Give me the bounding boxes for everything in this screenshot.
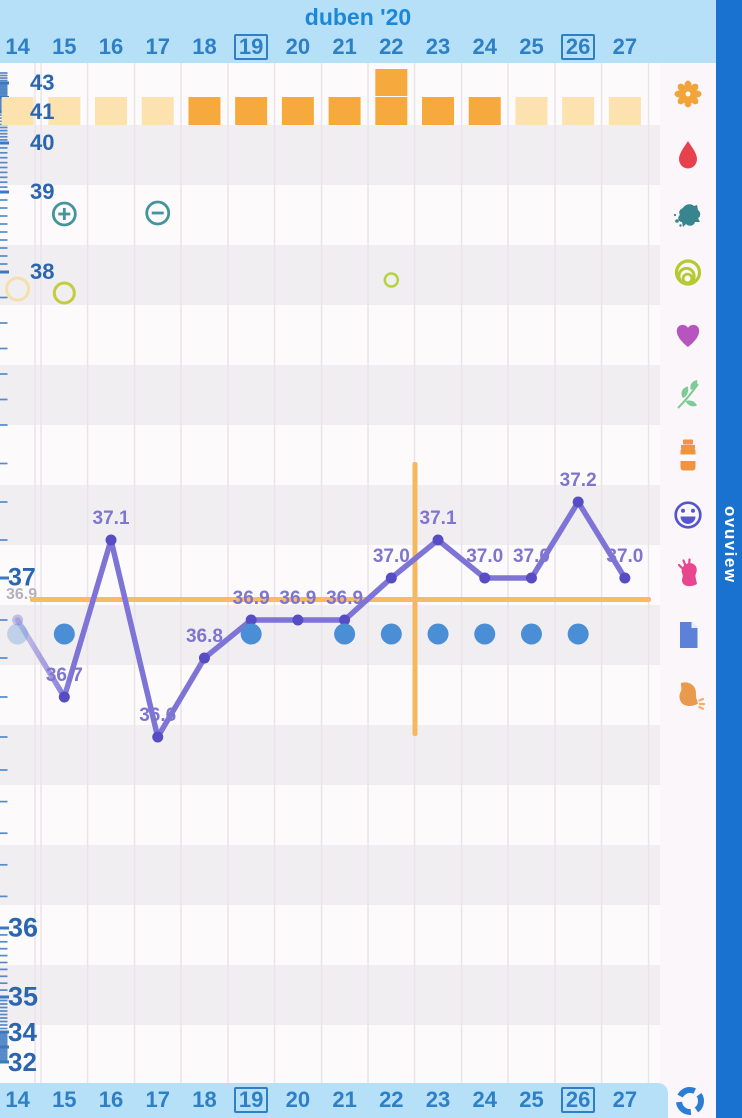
date-row-top: 14 15 16 17 18 19 20 21 22 23 24 25 26 27 bbox=[0, 32, 680, 63]
date-day-27-bottom[interactable]: 27 bbox=[612, 1087, 638, 1112]
note-icon[interactable] bbox=[670, 617, 706, 653]
date-day-14[interactable]: 14 bbox=[5, 34, 30, 59]
axis-label-36: 36 bbox=[8, 912, 39, 943]
date-day-20-bottom[interactable]: 20 bbox=[285, 1087, 311, 1112]
date-day-24[interactable]: 24 bbox=[472, 34, 497, 59]
date-day-21[interactable]: 21 bbox=[332, 34, 357, 59]
date-row-bottom: 14 15 16 17 18 19 20 21 22 23 24 25 26 27 bbox=[0, 1085, 680, 1116]
axis-label-32: 32 bbox=[8, 1047, 37, 1077]
axis-label-39: 39 bbox=[30, 179, 55, 204]
month-title[interactable]: duben '20 bbox=[304, 4, 412, 30]
date-day-15[interactable]: 15 bbox=[52, 34, 77, 59]
date-day-25[interactable]: 25 bbox=[519, 34, 544, 59]
blood-drop-icon[interactable] bbox=[670, 137, 706, 173]
date-bar-bottom: 14 15 16 17 18 19 20 21 22 23 24 25 26 27 bbox=[0, 1083, 668, 1118]
date-day-19-bottom[interactable]: 19 bbox=[228, 1085, 275, 1114]
date-day-23[interactable]: 23 bbox=[425, 34, 451, 59]
axis-label-40: 40 bbox=[30, 130, 55, 155]
axis-label-43: 43 bbox=[30, 70, 55, 95]
date-day-14-bottom[interactable]: 14 bbox=[5, 1087, 30, 1112]
date-day-17-bottom[interactable]: 17 bbox=[145, 1087, 170, 1112]
highlighted-day-26: 26 bbox=[560, 34, 596, 60]
date-day-18-bottom[interactable]: 18 bbox=[192, 1087, 217, 1112]
date-day-25-bottom[interactable]: 25 bbox=[519, 1087, 544, 1112]
symbol-legend-rail bbox=[660, 63, 716, 1118]
flower-icon[interactable] bbox=[670, 77, 706, 113]
date-day-27[interactable]: 27 bbox=[612, 34, 638, 59]
highlighted-day-19: 19 bbox=[233, 34, 269, 60]
date-day-16[interactable]: 16 bbox=[98, 34, 124, 59]
date-day-15-bottom[interactable]: 15 bbox=[52, 1087, 77, 1112]
date-day-16-bottom[interactable]: 16 bbox=[98, 1087, 124, 1112]
leaf-icon[interactable] bbox=[670, 377, 706, 413]
date-day-24-bottom[interactable]: 24 bbox=[472, 1087, 497, 1112]
axis-label-35: 35 bbox=[8, 981, 39, 1012]
brand-label: ovuview bbox=[721, 506, 740, 584]
axis-label-37: 37 bbox=[8, 563, 36, 592]
breastfeeding-icon[interactable] bbox=[670, 677, 706, 713]
smiley-icon[interactable] bbox=[670, 497, 706, 533]
medicine-bottle-icon[interactable] bbox=[670, 437, 706, 473]
spiral-icon[interactable] bbox=[670, 257, 706, 293]
date-day-26-bottom[interactable]: 26 bbox=[555, 1085, 602, 1114]
sync-icon[interactable] bbox=[673, 1084, 707, 1118]
chart-header: duben '20 14 15 16 17 18 19 20 21 22 23 24 25 26 27 bbox=[0, 0, 742, 63]
highlighted-day-26: 26 bbox=[560, 1087, 596, 1113]
date-day-18[interactable]: 18 bbox=[192, 34, 217, 59]
axis-label-41: 41 bbox=[30, 99, 55, 124]
date-day-22[interactable]: 22 bbox=[379, 34, 404, 59]
highlighted-day-19: 19 bbox=[233, 1087, 269, 1113]
date-day-23-bottom[interactable]: 23 bbox=[425, 1087, 451, 1112]
date-day-22-bottom[interactable]: 22 bbox=[379, 1087, 404, 1112]
shout-icon[interactable] bbox=[670, 557, 706, 593]
splat-icon[interactable] bbox=[670, 197, 706, 233]
date-day-26[interactable]: 26 bbox=[555, 32, 602, 61]
axis-label-34: 34 bbox=[8, 1017, 37, 1047]
heart-icon[interactable] bbox=[670, 317, 706, 353]
date-day-20[interactable]: 20 bbox=[285, 34, 311, 59]
date-day-21-bottom[interactable]: 21 bbox=[332, 1087, 357, 1112]
axis-label-38: 38 bbox=[30, 259, 55, 284]
chart-plot-area[interactable] bbox=[0, 63, 660, 1083]
date-day-17[interactable]: 17 bbox=[145, 34, 170, 59]
brand-bar: ovuview bbox=[716, 0, 742, 1118]
date-day-19[interactable]: 19 bbox=[228, 32, 275, 61]
